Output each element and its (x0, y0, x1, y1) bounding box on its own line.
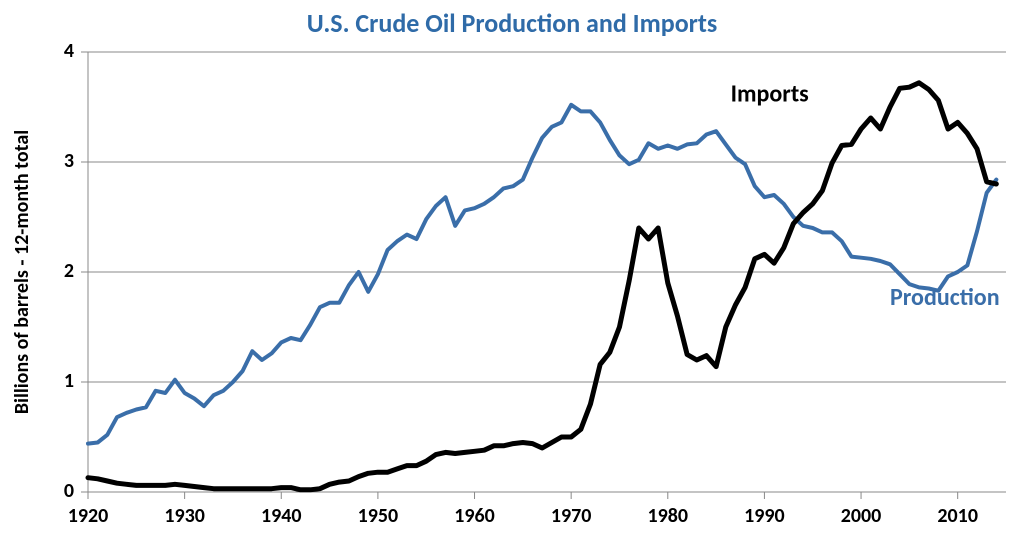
x-tick-label: 1990 (744, 504, 785, 528)
y-tick-label: 3 (64, 149, 74, 173)
x-tick-label: 2010 (937, 504, 978, 528)
x-tick-label: 1950 (358, 504, 399, 528)
chart-container: U.S. Crude Oil Production and Imports 192… (0, 0, 1024, 551)
series-label-production: Production (890, 283, 1000, 312)
chart-background (0, 0, 1024, 551)
x-tick-label: 1960 (454, 504, 495, 528)
x-tick-label: 1920 (68, 504, 109, 528)
series-label-imports: Imports (731, 80, 809, 109)
x-tick-label: 1940 (261, 504, 302, 528)
y-tick-label: 1 (64, 369, 74, 393)
chart-title: U.S. Crude Oil Production and Imports (307, 7, 718, 39)
line-chart: U.S. Crude Oil Production and Imports 192… (0, 0, 1024, 551)
y-tick-label: 0 (64, 479, 74, 503)
x-tick-label: 1930 (164, 504, 205, 528)
y-tick-label: 4 (64, 39, 74, 63)
x-tick-label: 1970 (551, 504, 592, 528)
x-tick-label: 1980 (648, 504, 689, 528)
y-axis-label: Billions of barrels - 12-month total (10, 130, 34, 414)
x-tick-label: 2000 (841, 504, 882, 528)
y-tick-label: 2 (64, 259, 74, 283)
